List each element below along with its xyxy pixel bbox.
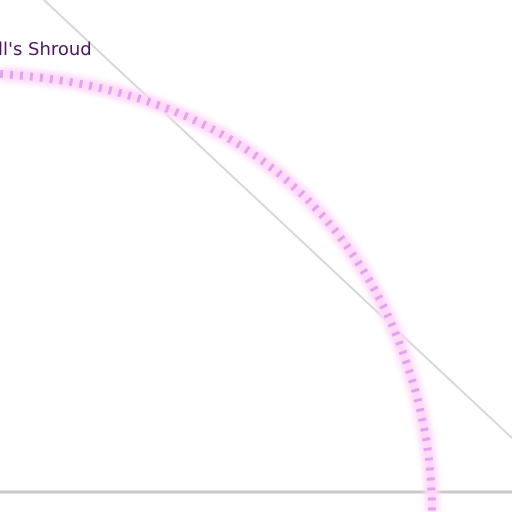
diagonal-guide-line — [44, 0, 512, 438]
shroud-arc-dashed-line — [0, 74, 432, 512]
shroud-arc-glow — [0, 74, 432, 512]
shroud-label: ll's Shroud — [0, 38, 92, 62]
